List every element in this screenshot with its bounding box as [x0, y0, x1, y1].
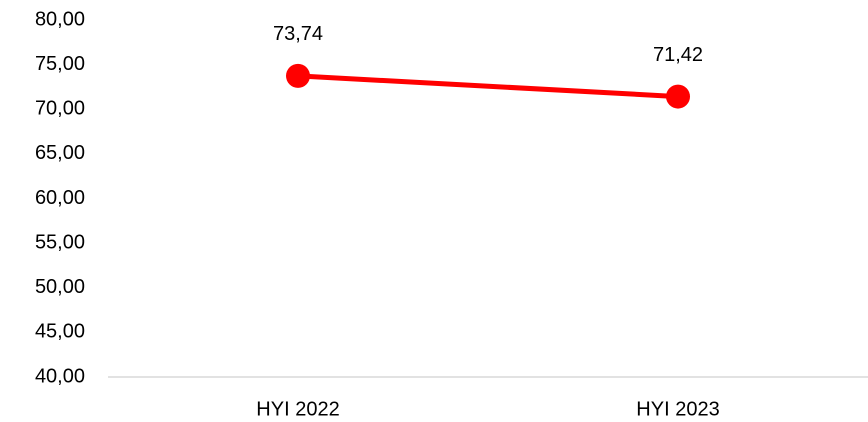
- data-label: 73,74: [273, 23, 323, 45]
- line: [297, 73, 679, 100]
- y-tick-label: 75,00: [35, 53, 85, 75]
- y-tick-label: 80,00: [35, 8, 85, 30]
- y-tick-label: 50,00: [35, 276, 85, 298]
- x-tick-label: HYI 2022: [256, 398, 339, 420]
- y-tick-label: 60,00: [35, 187, 85, 209]
- data-label: 71,42: [653, 44, 703, 66]
- y-tick-label: 70,00: [35, 98, 85, 120]
- y-tick-label: 55,00: [35, 231, 85, 253]
- marker: [666, 84, 690, 109]
- y-tick-label: 45,00: [35, 321, 85, 343]
- marker: [286, 63, 310, 88]
- y-tick-label: 40,00: [35, 365, 85, 387]
- y-tick-label: 65,00: [35, 142, 85, 164]
- x-tick-label: HYI 2023: [636, 398, 719, 420]
